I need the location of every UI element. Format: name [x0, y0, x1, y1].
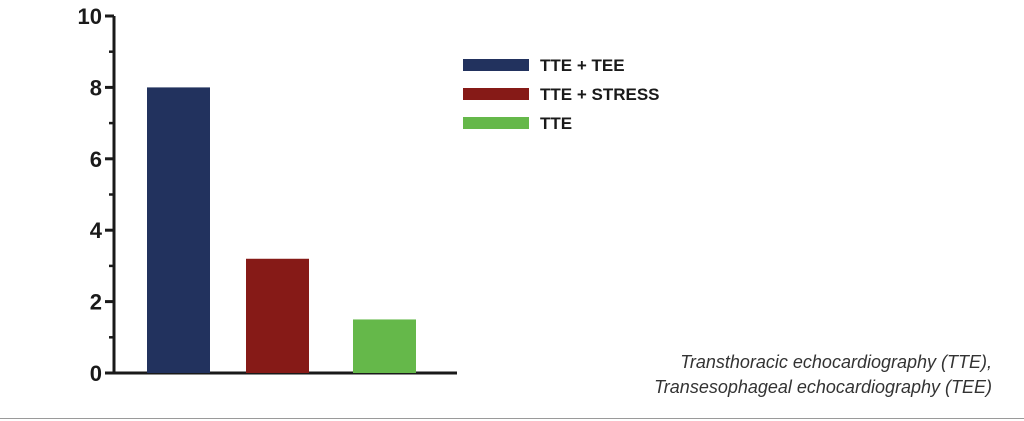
- y-tick-label: 2: [90, 290, 102, 315]
- figure-caption: Transthoracic echocardiography (TTE), Tr…: [654, 350, 992, 400]
- bar-2: [246, 258, 309, 373]
- legend-label-1: TTE + TEE: [540, 56, 625, 75]
- caption-line-1: Transthoracic echocardiography (TTE),: [680, 352, 992, 372]
- y-tick-label: 6: [90, 147, 102, 172]
- caption-line-2: Transesophageal echocardiography (TEE): [654, 377, 992, 397]
- y-tick-label: 0: [90, 361, 102, 386]
- legend-label-2: TTE + STRESS: [540, 85, 660, 104]
- legend-swatch-3: [463, 117, 529, 129]
- y-tick-label: 10: [78, 4, 102, 29]
- legend-label-3: TTE: [540, 114, 572, 133]
- bottom-divider: [0, 418, 1024, 419]
- legend-swatch-2: [463, 88, 529, 100]
- bars: [147, 87, 416, 374]
- legend-swatch-1: [463, 59, 529, 71]
- y-tick-label: 4: [90, 218, 103, 243]
- bar-1: [147, 87, 210, 374]
- bar-3: [353, 319, 416, 373]
- y-tick-label: 8: [90, 75, 102, 100]
- legend: TTE + TEE TTE + STRESS TTE: [463, 56, 660, 133]
